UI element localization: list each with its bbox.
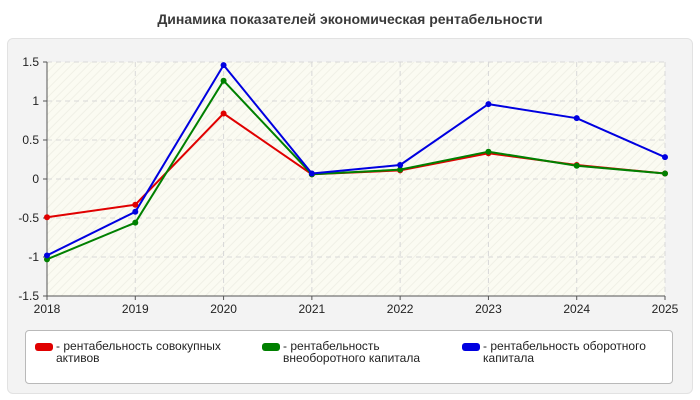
y-tick-label: 0 xyxy=(32,172,39,186)
series-2-point xyxy=(662,170,668,177)
legend-swatch-current xyxy=(462,343,480,351)
y-tick-label: -1 xyxy=(28,250,39,264)
series-line-2 xyxy=(46,79,666,261)
x-tick-label: 2020 xyxy=(210,302,237,316)
y-tick-label: -1.5 xyxy=(18,289,39,303)
series-2-point xyxy=(485,148,492,155)
series-1-point xyxy=(44,214,50,221)
y-tick-label: -0.5 xyxy=(18,211,39,225)
legend-item-current: рентабельность оборотного капитала xyxy=(462,340,678,364)
series-2-point xyxy=(397,166,404,173)
x-tick-label: 2022 xyxy=(387,302,414,316)
y-tick-label: 1 xyxy=(32,94,39,108)
series-1-point xyxy=(132,201,139,208)
legend-label-noncurrent: рентабельность внеоборотного капитала xyxy=(283,340,458,364)
series-3-point xyxy=(220,62,227,69)
series-3-point xyxy=(573,115,580,122)
legend-item-noncurrent: рентабельность внеоборотного капитала xyxy=(262,340,458,364)
series-3-point xyxy=(662,154,668,161)
series-3-point xyxy=(485,101,492,108)
x-tick-label: 2025 xyxy=(652,302,679,316)
y-tick-label: 1.5 xyxy=(22,55,39,69)
y-tick-label: 0.5 xyxy=(22,133,39,147)
series-2-point xyxy=(220,77,227,84)
series-3-point xyxy=(308,170,315,177)
x-tick-label: 2024 xyxy=(563,302,590,316)
series-line-3 xyxy=(46,64,666,257)
x-tick-label: 2021 xyxy=(299,302,326,316)
legend-swatch-noncurrent xyxy=(262,343,280,351)
legend-item-assets: рентабельность совокупных активов xyxy=(35,340,251,364)
chart-title: Динамика показателей экономическая рента… xyxy=(157,11,543,27)
series-layer xyxy=(44,62,668,263)
gridlines xyxy=(47,61,666,296)
legend-swatch-assets xyxy=(35,343,53,351)
x-tick-label: 2019 xyxy=(122,302,149,316)
series-3-point xyxy=(44,252,50,259)
legend-label-assets: рентабельность совокупных активов xyxy=(56,340,251,364)
series-2-point xyxy=(573,162,580,169)
series-3-point xyxy=(132,208,139,215)
legend-label-current: рентабельность оборотного капитала xyxy=(483,340,678,364)
x-tick-label: 2018 xyxy=(34,302,61,316)
x-tick-label: 2023 xyxy=(475,302,502,316)
series-1-point xyxy=(220,110,227,117)
chart-legend: рентабельность совокупных активов рентаб… xyxy=(25,330,673,384)
series-3-point xyxy=(397,161,404,168)
series-2-point xyxy=(132,219,139,226)
